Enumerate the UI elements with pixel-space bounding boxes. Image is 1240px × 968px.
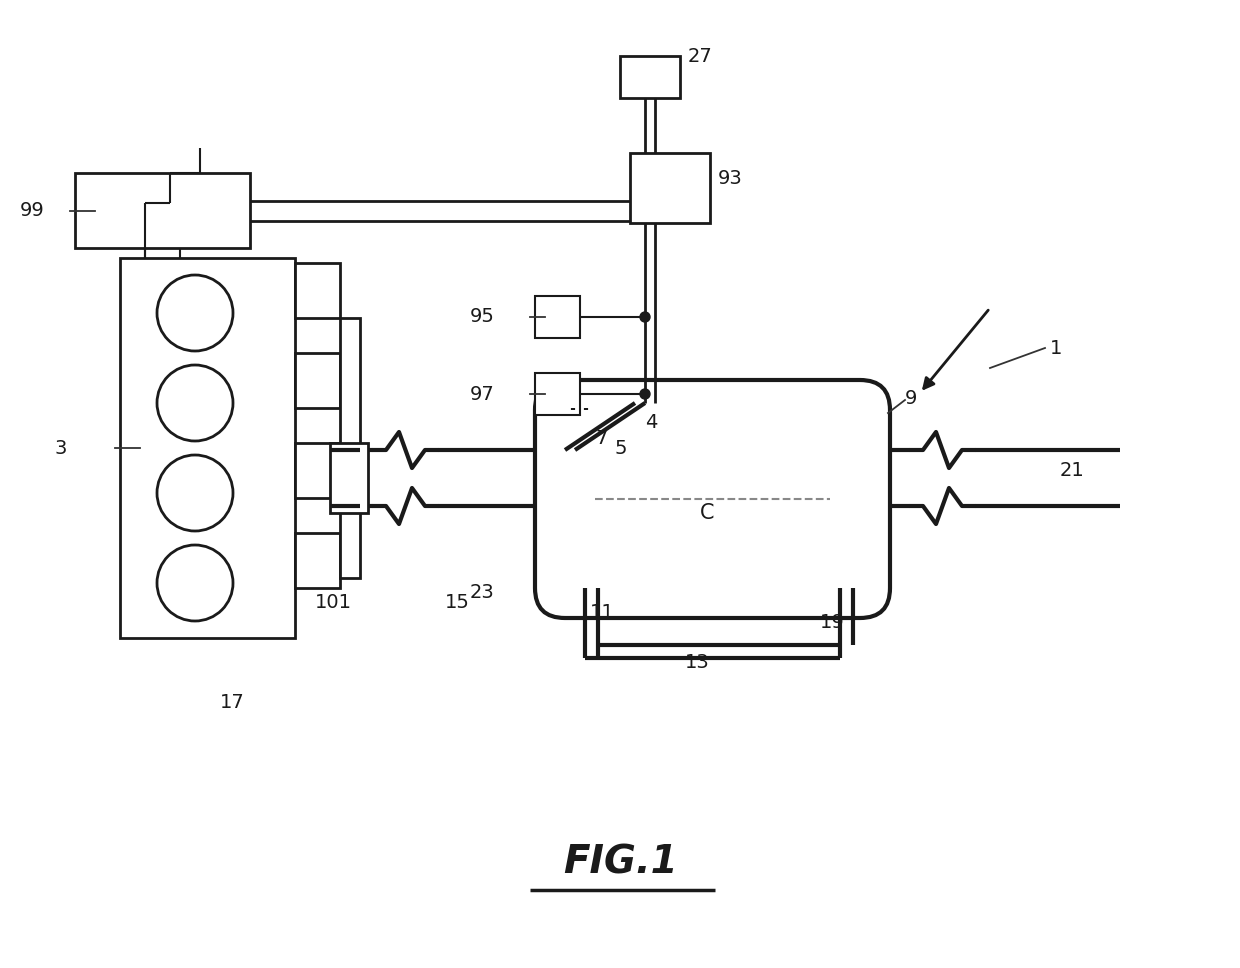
Text: FIG.1: FIG.1	[563, 844, 677, 882]
Circle shape	[157, 275, 233, 351]
Text: 19: 19	[820, 614, 844, 632]
Text: 13: 13	[684, 653, 709, 673]
Text: 21: 21	[1060, 461, 1085, 479]
Text: 4: 4	[645, 413, 657, 433]
Bar	[534, 373, 580, 415]
Bar	[295, 263, 340, 318]
Text: 17: 17	[219, 693, 244, 712]
Text: 9: 9	[905, 388, 918, 408]
Bar	[620, 56, 680, 98]
Bar	[295, 443, 340, 498]
Text: 97: 97	[470, 384, 495, 404]
Bar	[295, 533, 340, 588]
Text: 5: 5	[615, 439, 627, 458]
Circle shape	[157, 365, 233, 441]
Circle shape	[640, 389, 650, 399]
Text: C: C	[701, 503, 714, 523]
Bar	[295, 353, 340, 408]
Text: 15: 15	[445, 593, 470, 613]
Text: 99: 99	[20, 201, 45, 220]
Bar	[74, 173, 250, 248]
Bar	[340, 318, 360, 578]
Text: 3: 3	[55, 439, 67, 458]
Circle shape	[640, 312, 650, 322]
Text: 27: 27	[688, 47, 713, 67]
Bar	[120, 258, 295, 638]
Text: 95: 95	[470, 308, 495, 326]
Text: 23: 23	[470, 584, 495, 602]
Circle shape	[157, 455, 233, 531]
Text: 1: 1	[1050, 339, 1063, 357]
FancyBboxPatch shape	[534, 380, 890, 618]
Text: 11: 11	[590, 603, 615, 622]
Bar	[630, 153, 711, 223]
Text: 101: 101	[315, 593, 352, 613]
Text: 93: 93	[718, 168, 743, 188]
Bar	[330, 443, 368, 513]
Text: 7: 7	[595, 429, 608, 447]
Bar	[534, 296, 580, 338]
Circle shape	[157, 545, 233, 621]
